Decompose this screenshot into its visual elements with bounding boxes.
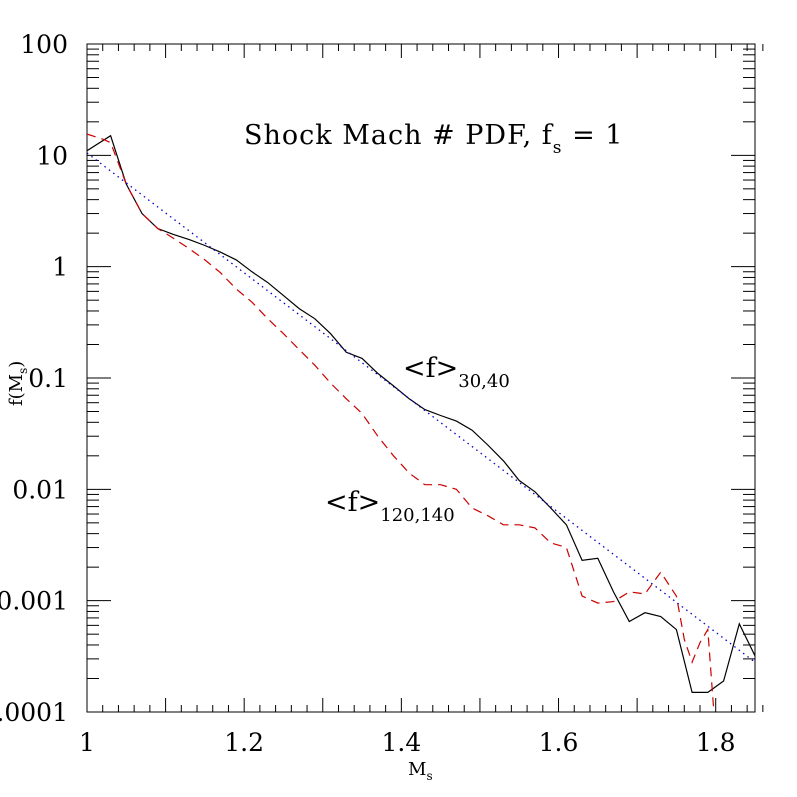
y-tick-label: 0.01 xyxy=(12,475,68,504)
x-tick-label: 1.8 xyxy=(696,728,736,757)
annotation-f-120-140: <f>120,140 xyxy=(325,487,455,526)
y-tick-label: 10 xyxy=(36,141,68,170)
x-tick-label: 1.2 xyxy=(224,728,264,757)
y-tick-label: 100 xyxy=(20,30,68,59)
series-line-f-120-140 xyxy=(87,133,715,712)
tick-labels: 1 1.2 1.4 1.6 1.8 0.0001 0.001 0.01 0.1 1 10 100 xyxy=(0,30,736,757)
x-tick-label: 1.4 xyxy=(381,728,421,757)
x-tick-label: 1 xyxy=(79,728,95,757)
chart-title: Shock Mach # PDF, fs = 1 xyxy=(244,120,623,158)
y-tick-label: 1 xyxy=(52,253,68,282)
x-axis-label: Ms xyxy=(408,759,433,783)
y-tick-label: 0.1 xyxy=(28,364,68,393)
axis-ticks xyxy=(86,43,764,713)
annotation-f-30-40: <f>30,40 xyxy=(403,353,510,392)
x-tick-label: 1.6 xyxy=(539,728,579,757)
series-line-f-30-40 xyxy=(87,134,755,694)
y-tick-label: 0.001 xyxy=(0,587,68,616)
y-axis-label: f(Ms) xyxy=(6,361,30,406)
y-tick-label: 0.0001 xyxy=(0,698,68,727)
series-line-fit xyxy=(87,152,755,663)
series-group xyxy=(87,133,755,712)
